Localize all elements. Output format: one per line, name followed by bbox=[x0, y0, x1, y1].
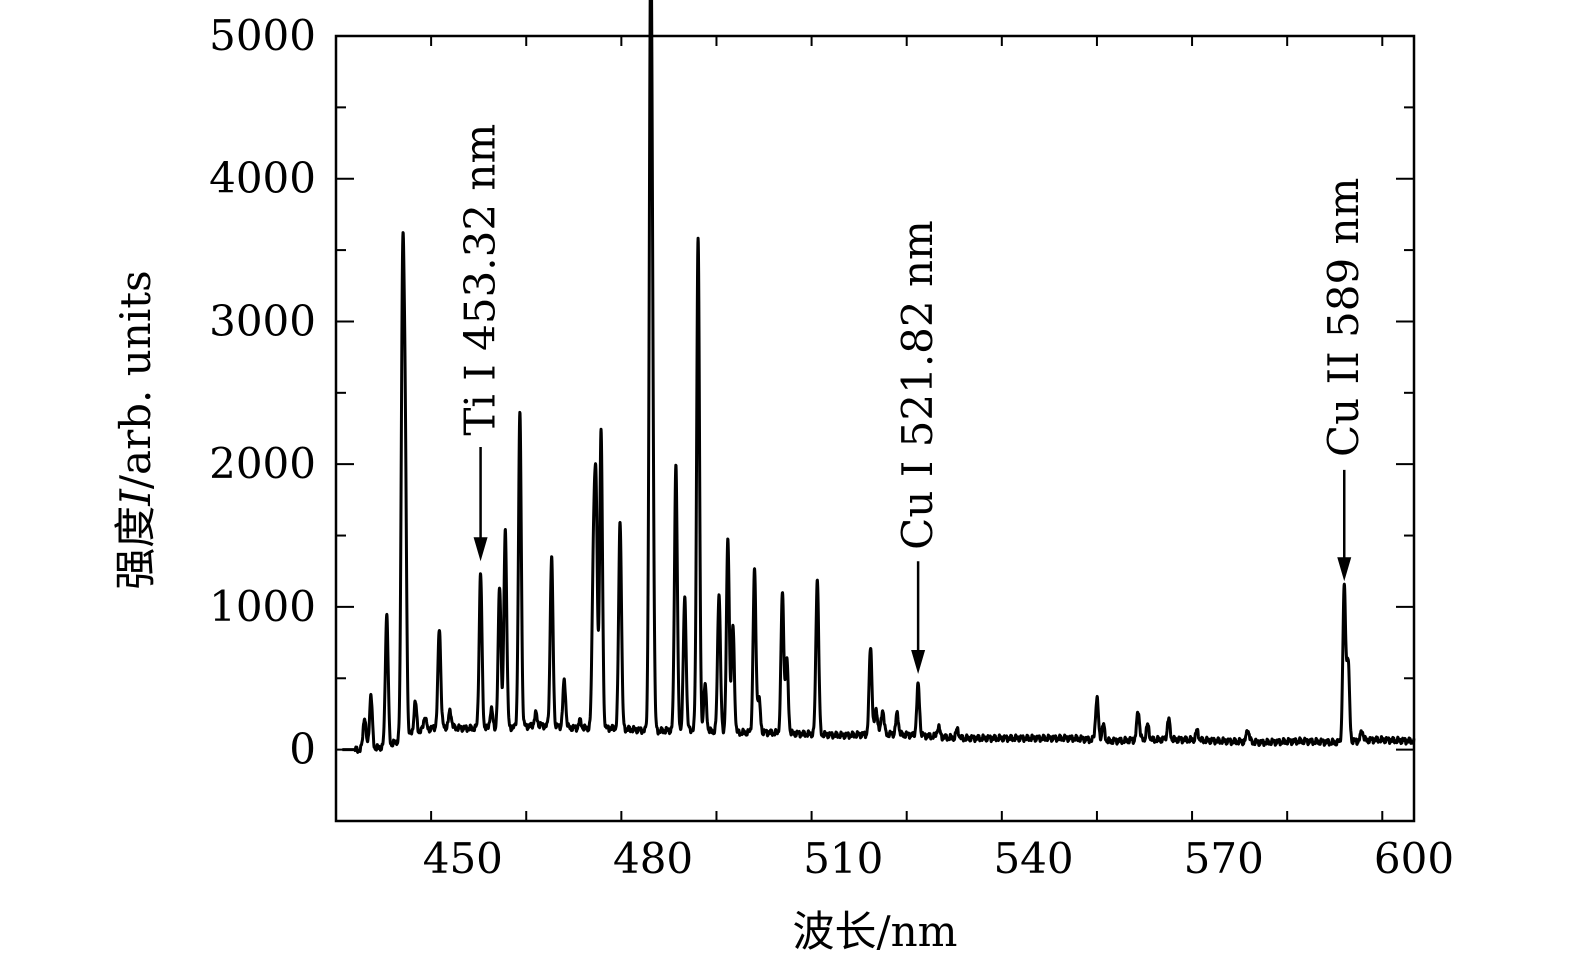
x-tick-label: 540 bbox=[993, 834, 1073, 883]
spectrum-line bbox=[341, 0, 1416, 754]
x-tick-label: 510 bbox=[803, 834, 883, 883]
y-tick-labels: 0 1000 2000 3000 4000 5000 bbox=[209, 11, 316, 774]
x-axis-title: 波长/nm bbox=[792, 907, 957, 956]
peak-annotation-label: Ti I 453.32 nm bbox=[456, 124, 505, 436]
x-tick-labels: 450 480 510 540 570 600 bbox=[423, 834, 1454, 883]
x-tick-label: 570 bbox=[1184, 834, 1264, 883]
annotation-arrow-head bbox=[911, 649, 926, 674]
x-tick-label: 480 bbox=[613, 834, 693, 883]
y-tick-label: 0 bbox=[289, 725, 316, 774]
y-tick-label: 2000 bbox=[209, 439, 316, 488]
y-axis-title-prefix: 强度 bbox=[111, 506, 160, 590]
y-tick-label: 4000 bbox=[209, 154, 316, 203]
annotation-arrow-head bbox=[1337, 557, 1352, 582]
y-axis-title-variable: I bbox=[111, 488, 160, 507]
annotation-arrow-head bbox=[473, 537, 488, 562]
x-tick-label: 600 bbox=[1374, 834, 1454, 883]
peak-annotation-label: Cu II 589 nm bbox=[1319, 178, 1368, 457]
y-tick-label: 3000 bbox=[209, 296, 316, 345]
peak-annotations: Ti I 453.32 nm Cu I 521.82 nm Cu II 589 nm bbox=[456, 124, 1368, 674]
x-tick-label: 450 bbox=[423, 834, 503, 883]
plot-frame bbox=[334, 34, 1416, 823]
y-tick-label: 1000 bbox=[209, 582, 316, 631]
y-axis-title-suffix: /arb. units bbox=[111, 270, 160, 489]
y-tick-label: 5000 bbox=[209, 11, 316, 60]
y-axis-title: 强度I/arb. units bbox=[111, 270, 160, 589]
peak-annotation-label: Cu I 521.82 nm bbox=[893, 220, 942, 550]
